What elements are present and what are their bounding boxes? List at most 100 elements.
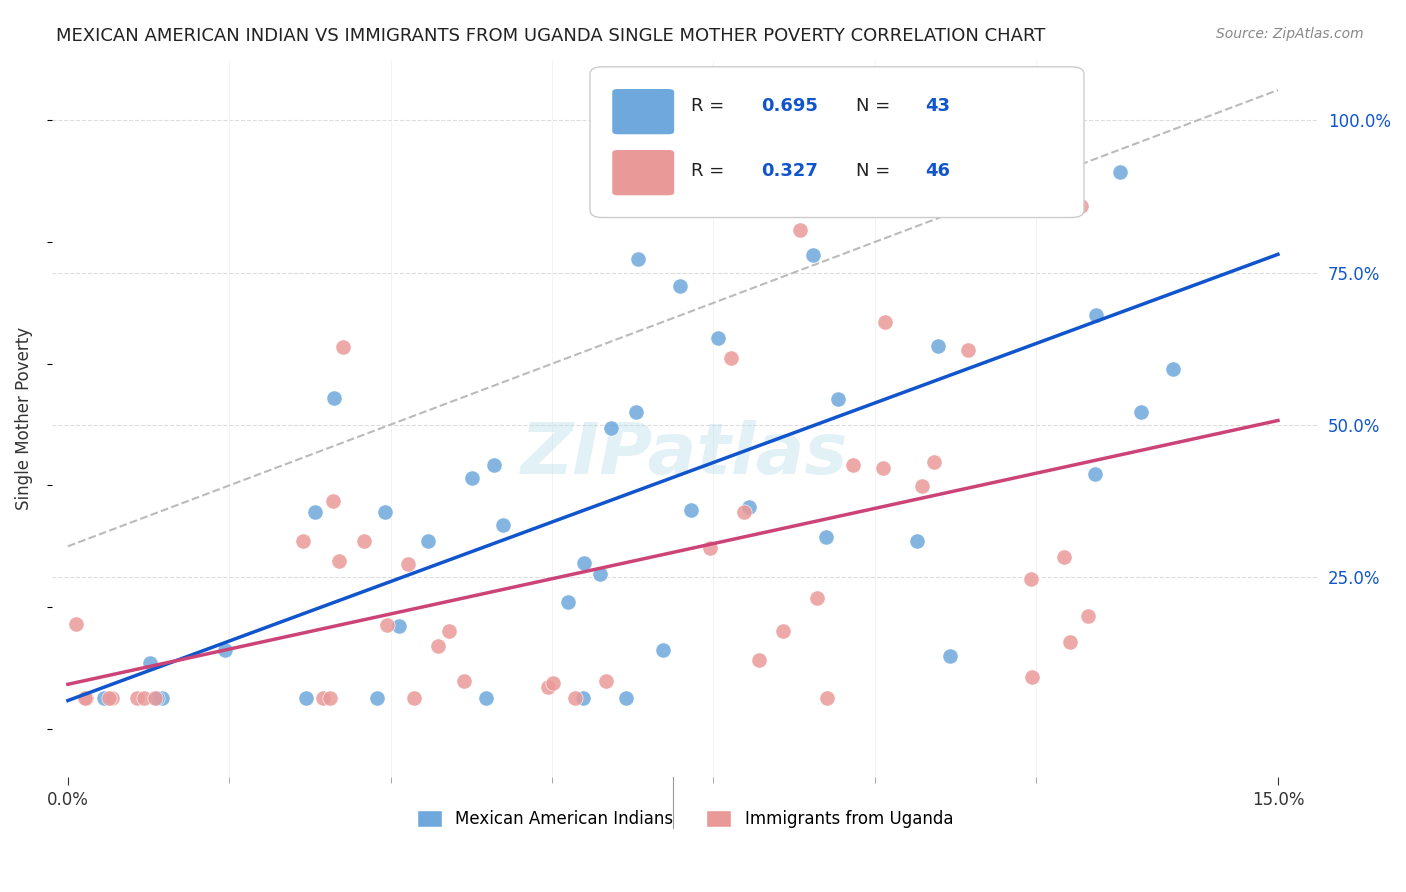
Point: [1130, 405, 1153, 419]
Point: [875, 315, 897, 329]
Point: [589, 567, 612, 582]
Point: [1059, 635, 1081, 649]
Point: [1161, 361, 1184, 376]
Point: [668, 279, 690, 293]
Point: [416, 533, 439, 548]
Point: [537, 680, 560, 694]
Point: [789, 223, 811, 237]
Text: MEXICAN AMERICAN INDIAN VS IMMIGRANTS FROM UGANDA SINGLE MOTHER POVERTY CORRELAT: MEXICAN AMERICAN INDIAN VS IMMIGRANTS FR…: [56, 27, 1046, 45]
Text: ZIPatlas: ZIPatlas: [522, 420, 849, 489]
Point: [304, 505, 326, 519]
Point: [733, 505, 755, 519]
Point: [475, 691, 498, 706]
Point: [132, 691, 155, 706]
Text: 46: 46: [925, 161, 950, 180]
Point: [876, 200, 898, 214]
Text: 0.327: 0.327: [761, 161, 818, 180]
Point: [572, 556, 595, 570]
Point: [679, 503, 702, 517]
Point: [905, 534, 928, 549]
Point: [214, 643, 236, 657]
Point: [738, 500, 761, 514]
Point: [93, 691, 115, 706]
Point: [323, 391, 346, 405]
Point: [482, 458, 505, 472]
Point: [872, 460, 894, 475]
Point: [1070, 199, 1092, 213]
Point: [614, 691, 637, 706]
Point: [437, 624, 460, 638]
Point: [595, 673, 617, 688]
Point: [453, 673, 475, 688]
Point: [332, 340, 354, 354]
Point: [101, 691, 124, 706]
Point: [627, 252, 650, 267]
Point: [291, 533, 314, 548]
Point: [827, 392, 849, 406]
Text: 0.695: 0.695: [761, 97, 818, 115]
Text: 43: 43: [925, 97, 950, 115]
Point: [150, 691, 173, 706]
Point: [426, 639, 449, 653]
Point: [396, 557, 419, 571]
Point: [461, 471, 484, 485]
Point: [922, 455, 945, 469]
Point: [842, 458, 865, 472]
Point: [1109, 164, 1132, 178]
Point: [572, 691, 595, 706]
Point: [541, 676, 564, 690]
Text: N =: N =: [856, 97, 896, 115]
Point: [699, 541, 721, 555]
Point: [73, 691, 96, 706]
Point: [806, 591, 828, 605]
Point: [772, 624, 794, 638]
Point: [557, 595, 579, 609]
Point: [815, 691, 838, 706]
Point: [651, 642, 673, 657]
Point: [927, 338, 949, 352]
Point: [1084, 309, 1107, 323]
FancyBboxPatch shape: [591, 67, 1084, 218]
Point: [374, 505, 396, 519]
Y-axis label: Single Mother Poverty: Single Mother Poverty: [15, 327, 32, 510]
Point: [707, 331, 730, 345]
Point: [294, 691, 316, 706]
Point: [815, 530, 838, 544]
Point: [626, 405, 648, 419]
Point: [966, 138, 988, 153]
Point: [974, 196, 997, 211]
Point: [375, 618, 398, 632]
Point: [1021, 670, 1043, 684]
Point: [1084, 467, 1107, 481]
Point: [720, 351, 742, 365]
Text: Source: ZipAtlas.com: Source: ZipAtlas.com: [1216, 27, 1364, 41]
Point: [1052, 550, 1074, 565]
Point: [600, 421, 623, 435]
Point: [125, 691, 148, 706]
Point: [353, 534, 375, 549]
Point: [139, 656, 162, 670]
Point: [143, 691, 166, 706]
Point: [1077, 609, 1099, 624]
Point: [911, 479, 934, 493]
Point: [65, 617, 87, 632]
FancyBboxPatch shape: [612, 88, 675, 135]
Point: [939, 649, 962, 664]
Point: [145, 691, 167, 706]
Point: [492, 517, 515, 532]
Point: [388, 618, 411, 632]
Point: [75, 691, 97, 706]
Point: [1004, 163, 1026, 178]
Text: N =: N =: [856, 161, 896, 180]
Point: [98, 691, 121, 706]
Text: R =: R =: [692, 161, 730, 180]
Point: [328, 554, 350, 568]
Text: R =: R =: [692, 97, 730, 115]
Point: [748, 653, 770, 667]
Point: [956, 343, 979, 357]
Point: [312, 691, 335, 706]
Point: [801, 248, 824, 262]
Point: [1019, 573, 1042, 587]
Point: [564, 691, 586, 706]
FancyBboxPatch shape: [612, 149, 675, 196]
